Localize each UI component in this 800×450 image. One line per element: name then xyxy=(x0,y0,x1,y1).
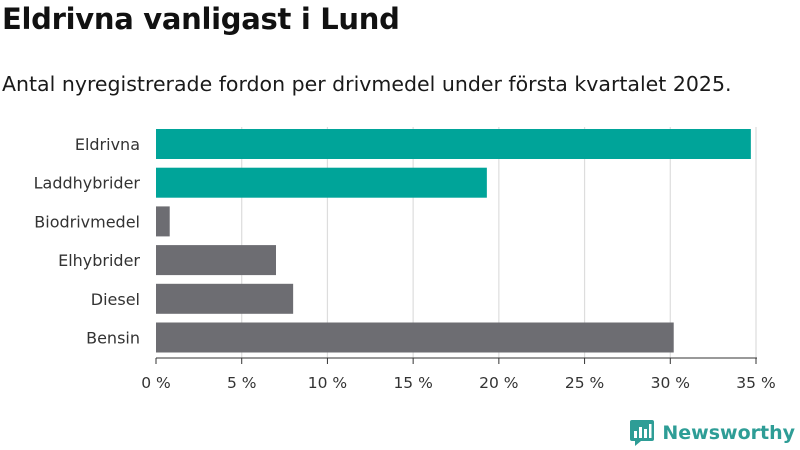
category-label: Eldrivna xyxy=(75,135,140,154)
x-tick-label: 10 % xyxy=(308,374,347,392)
category-labels: Eldrivna Laddhybrider Biodrivmedel Elhybrid… xyxy=(34,135,141,348)
x-tick-label: 15 % xyxy=(393,374,432,392)
x-tick-label: 5 % xyxy=(227,374,257,392)
bar-biodrivmedel xyxy=(156,206,170,237)
x-tick-label: 0 % xyxy=(141,374,171,392)
bar-laddhybrider xyxy=(156,167,487,198)
grid-lines xyxy=(241,127,757,358)
category-label: Diesel xyxy=(91,290,140,309)
bar-eldrivna xyxy=(156,129,751,159)
category-label: Elhybrider xyxy=(58,251,140,270)
x-tick-label: 30 % xyxy=(651,374,690,392)
bar-bensin xyxy=(156,322,674,353)
chart-subtitle: Antal nyregistrerade fordon per drivmede… xyxy=(2,72,732,96)
brand-name: Newsworthy xyxy=(662,422,795,444)
category-label: Bensin xyxy=(86,329,140,348)
bar-chart: 0 % 5 % 10 % 15 % 20 % 25 % 30 % 35 % Eldrivna L… xyxy=(34,127,776,392)
category-label: Biodrivmedel xyxy=(34,212,140,231)
category-label: Laddhybrider xyxy=(34,174,141,193)
bars xyxy=(156,129,751,353)
x-tick-label: 25 % xyxy=(565,374,604,392)
x-tick-label: 35 % xyxy=(736,374,775,392)
bar-elhybrider xyxy=(156,245,276,276)
x-axis: 0 % 5 % 10 % 15 % 20 % 25 % 30 % 35 % xyxy=(141,357,776,392)
brand-logo: Newsworthy xyxy=(629,419,795,447)
chart-title: Eldrivna vanligast i Lund xyxy=(2,2,400,36)
bar-diesel xyxy=(156,283,294,314)
x-tick-label: 20 % xyxy=(479,374,518,392)
bar-chart-logo-icon xyxy=(630,420,655,446)
